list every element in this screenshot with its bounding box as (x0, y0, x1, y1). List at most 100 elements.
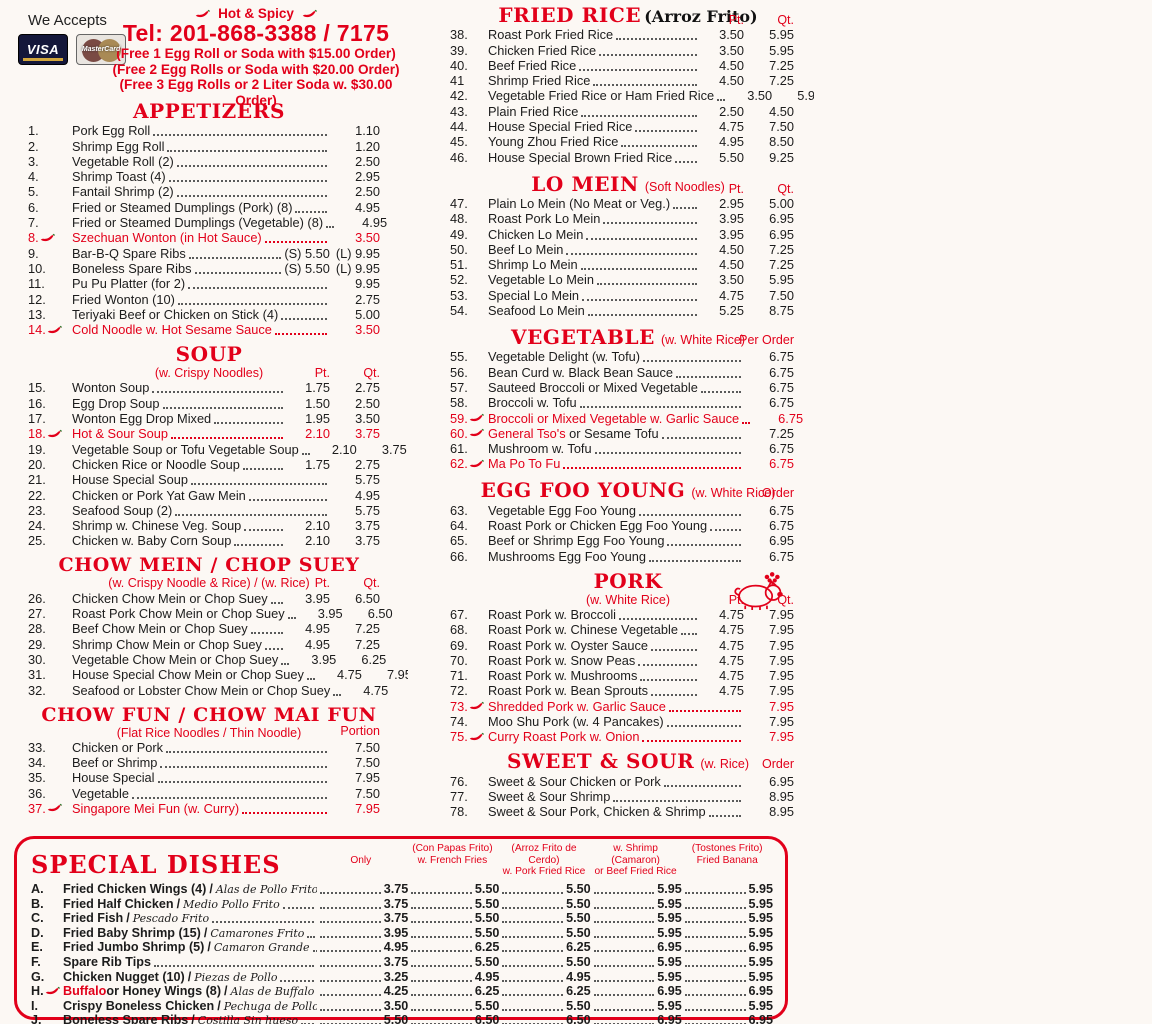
dotted-leader (194, 271, 282, 274)
menu-item-row: 54. Seafood Lo Mein 5.25 8.75 (442, 303, 814, 318)
menu-item-row: 40. Beef Fried Rice 4.50 7.25 (442, 58, 814, 73)
dotted-leader (167, 149, 327, 152)
section-title: CHOW MEIN / CHOP SUEY (58, 554, 360, 577)
menu-item-row: 65. Beef or Shrimp Egg Foo Young 6.95 (442, 533, 814, 548)
item-price-qt: 7.95 (769, 668, 794, 684)
special-column-header: (Arroz Frito de Cerdo) w. Pork Fried Ric… (502, 843, 586, 877)
dotted-leader (307, 935, 316, 938)
section-title: CHOW FUN / CHOW MAI FUN (41, 703, 377, 726)
item-price-qt: (L) 9.95 (335, 245, 380, 261)
dotted-leader (593, 84, 697, 87)
dotted-leader (661, 436, 741, 439)
item-name: Fantail Shrimp (2) (72, 184, 174, 200)
menu-item-row: 52. Vegetable Lo Mein 3.50 5.95 (442, 272, 814, 287)
item-price-pt: (S) 5.50 (284, 245, 330, 261)
menu-item-row: 62. Ma Po To Fu 6.75 (442, 456, 814, 471)
item-price-qt: 7.50 (355, 739, 380, 755)
item-price-pt: 1.50 (305, 395, 330, 411)
dotted-leader (566, 252, 697, 255)
special-dish-row: D. Fried Baby Shrimp (15) / Camarones Frit… (31, 925, 773, 940)
item-name: Pork Egg Roll (72, 123, 151, 139)
price-cell-french-fries: 5.50 (408, 897, 499, 911)
item-price-pt: 4.75 (336, 667, 362, 683)
item-price-pt: 4.50 (719, 57, 744, 73)
dotted-leader (333, 693, 342, 696)
mastercard-icon: MasterCard (76, 34, 126, 65)
dotted-leader (306, 678, 315, 681)
slash-separator: / (176, 896, 181, 911)
item-number: 8. (28, 230, 72, 245)
item-name: Roast Pork w. Broccoli (488, 606, 617, 622)
dotted-leader (250, 632, 283, 635)
section-subtitle: (w. White Rice) (691, 486, 776, 501)
item-price-qt: 3.50 (355, 322, 380, 338)
pt-column-header: Pt. (314, 366, 330, 381)
dish-name: Fried Fish / Pescado Frito (63, 911, 317, 925)
item-number: 49. (450, 226, 468, 242)
item-name: Broccoli w. Tofu (488, 395, 577, 411)
menu-item-row: 44. House Special Fried Rice 4.75 7.50 (442, 119, 814, 134)
item-number: 24. (28, 518, 46, 534)
item-price-qt: 8.50 (769, 134, 794, 150)
item-number: 65. (450, 533, 468, 549)
item-price-pt: 4.75 (363, 682, 389, 698)
pt-column-header: Pt. (314, 576, 330, 591)
item-price-qt: 3.75 (355, 426, 380, 442)
dotted-leader (648, 559, 741, 562)
section-pork: PORK (w. White Rice) Pt. (442, 570, 814, 745)
dish-name: Boneless Spare Ribs / Costilla Sin hueso (63, 1013, 317, 1024)
dish-name: Fried Chicken Wings (4) / Alas de Pollo Fr… (63, 882, 317, 896)
item-name: Wonton Soup (72, 380, 150, 396)
item-number: 76. (450, 773, 468, 789)
item-number: 10. (28, 260, 46, 276)
item-price-pt: 4.75 (719, 637, 744, 653)
price-cell-only: 3.25 (317, 970, 408, 984)
price-cell-pork-fried-rice: 6.25 (499, 940, 591, 954)
item-number: 4. (28, 169, 39, 185)
item-number: 63. (450, 502, 468, 518)
item-price-qt: 6.95 (769, 533, 794, 549)
item-name: Sweet & Sour Shrimp (488, 788, 611, 804)
item-price-pt: 4.75 (719, 622, 744, 638)
item-price-qt: 6.75 (769, 456, 794, 472)
section-egg-foo-young: EGG FOO YOUNG (w. White Rice) Order 63. V… (442, 479, 814, 563)
item-name: Beef or Shrimp Egg Foo Young (488, 533, 665, 549)
chili-icon (44, 986, 60, 995)
special-column-header: (Con Papas Frito) w. French Fries (412, 843, 493, 866)
item-name: Boneless Spare Ribs (72, 260, 192, 276)
qt-column-header: Qt. (777, 181, 794, 196)
item-number: 70. (450, 652, 468, 668)
item-price-pt: 4.75 (719, 683, 744, 699)
item-price-pt: 3.50 (719, 42, 744, 58)
item-number: 77. (450, 788, 468, 804)
item-number: 27. (28, 606, 46, 622)
item-price-qt: 7.25 (769, 425, 794, 441)
dotted-leader (326, 226, 335, 229)
special-dishes-list: A. Fried Chicken Wings (4) / Alas de Pollo… (31, 882, 773, 1024)
price-cell-only: 5.50 (317, 1013, 408, 1024)
menu-item-row: 24. Shrimp w. Chinese Veg. Soup 2.10 3.7… (10, 518, 408, 533)
item-price-qt: 7.50 (355, 755, 380, 771)
item-name: Shredded Pork w. Garlic Sauce (488, 698, 666, 714)
menu-item-row: 75. Curry Roast Pork w. Onion 7.95 (442, 729, 814, 744)
item-number: 22. (28, 487, 46, 503)
dotted-leader (160, 766, 327, 769)
item-name: Plain Lo Mein (No Meat or Veg.) (488, 195, 671, 211)
chili-icon (46, 429, 62, 438)
menu-item-row: 74. Moo Shu Pork (w. 4 Pancakes) 7.95 (442, 714, 814, 729)
item-price-qt: 2.50 (355, 395, 380, 411)
item-name: Shrimp w. Chinese Veg. Soup (72, 518, 242, 534)
item-price-qt: 7.50 (769, 119, 794, 135)
chili-icon (468, 413, 484, 422)
chili-icon (302, 9, 317, 18)
menu-item-row: 14. Cold Noodle w. Hot Sesame Sauce 3.50 (10, 322, 408, 337)
item-name: Chicken Lo Mein (488, 226, 584, 242)
item-price-qt: 1.20 (355, 138, 380, 154)
item-price-pt: 5.25 (719, 303, 744, 319)
dotted-leader (680, 633, 697, 636)
menu-item-row: 27. Roast Pork Chow Mein or Chop Suey 3.… (10, 606, 408, 621)
item-name: Pu Pu Platter (for 2) (72, 276, 186, 292)
item-price-pt: 4.50 (719, 257, 744, 273)
portion-column-header: Portion (340, 723, 380, 738)
item-number: 75. (450, 729, 488, 744)
